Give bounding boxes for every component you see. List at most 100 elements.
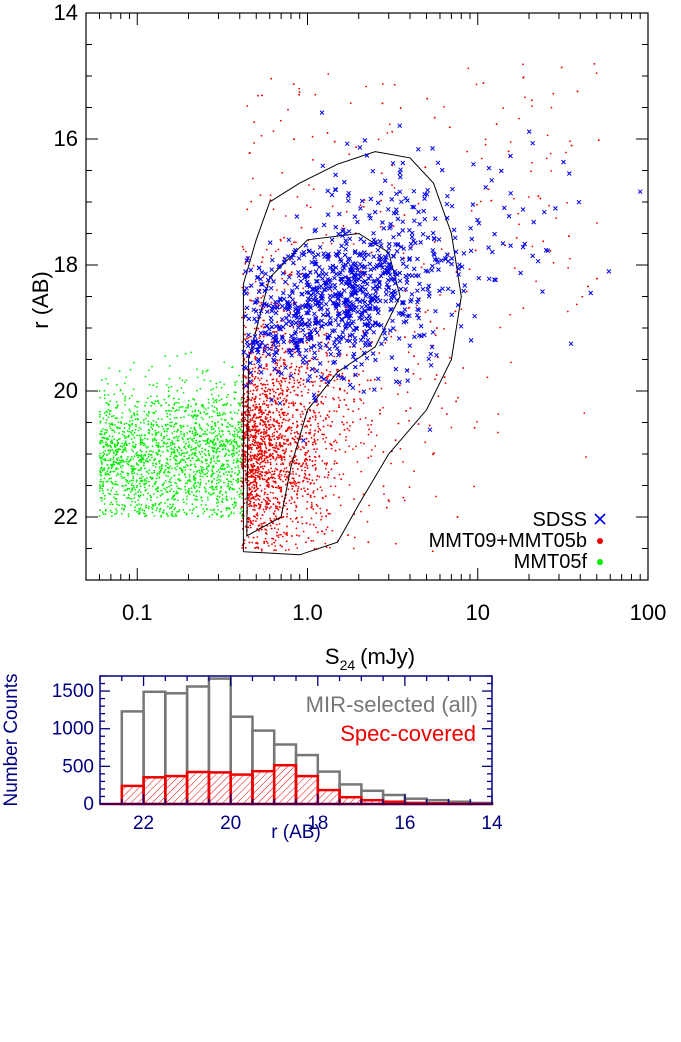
point-mmt05f xyxy=(175,490,178,493)
point-mmt05f xyxy=(195,439,198,442)
point-mmt05f xyxy=(166,415,169,418)
point-mmt09-mmt05b xyxy=(261,413,263,416)
point-mmt09-mmt05b xyxy=(281,377,284,380)
point-mmt05f xyxy=(111,503,114,506)
point-mmt09-mmt05b xyxy=(304,454,307,456)
point-mmt09-mmt05b xyxy=(273,425,276,428)
point-mmt05f xyxy=(129,459,132,462)
point-mmt09-mmt05b xyxy=(240,520,243,522)
point-mmt05f xyxy=(121,433,124,436)
point-mmt09-mmt05b xyxy=(382,485,385,488)
point-mmt09-mmt05b xyxy=(261,261,263,263)
point-mmt09-mmt05b xyxy=(260,471,262,473)
point-sdss xyxy=(526,129,532,134)
point-mmt05f xyxy=(102,480,105,483)
point-mmt09-mmt05b xyxy=(324,382,327,384)
point-mmt09-mmt05b xyxy=(319,512,322,515)
point-mmt09-mmt05b xyxy=(328,416,330,418)
point-mmt05f xyxy=(132,441,134,444)
point-mmt05f xyxy=(139,494,142,496)
point-mmt05f xyxy=(216,470,219,473)
point-mmt05f xyxy=(171,497,173,500)
point-mmt09-mmt05b xyxy=(254,439,256,442)
point-mmt05f xyxy=(214,425,217,427)
point-mmt05f xyxy=(229,411,232,413)
point-mmt05f xyxy=(166,446,168,448)
point-mmt05f xyxy=(176,389,179,392)
point-mmt05f xyxy=(238,487,241,490)
point-mmt05f xyxy=(112,451,115,453)
point-mmt09-mmt05b xyxy=(412,373,415,375)
point-mmt05f xyxy=(181,405,184,408)
point-mmt05f xyxy=(219,435,222,437)
point-mmt09-mmt05b xyxy=(404,336,406,339)
point-mmt05f xyxy=(211,470,214,473)
point-mmt05f xyxy=(135,486,138,489)
point-mmt09-mmt05b xyxy=(283,531,285,534)
point-mmt09-mmt05b xyxy=(265,472,268,475)
point-mmt05f xyxy=(133,486,135,489)
point-mmt09-mmt05b xyxy=(288,402,290,405)
point-sdss xyxy=(336,211,342,217)
point-mmt09-mmt05b xyxy=(326,352,328,355)
point-mmt09-mmt05b xyxy=(306,364,309,366)
point-mmt09-mmt05b xyxy=(290,366,293,368)
point-mmt09-mmt05b xyxy=(247,526,250,529)
point-mmt09-mmt05b xyxy=(443,106,445,108)
point-mmt05f xyxy=(160,434,163,437)
point-mmt09-mmt05b xyxy=(296,431,298,433)
point-mmt09-mmt05b xyxy=(260,548,263,550)
point-mmt05f xyxy=(156,487,158,490)
point-mmt09-mmt05b xyxy=(308,184,310,187)
point-mmt05f xyxy=(114,513,116,515)
point-mmt05f xyxy=(124,478,127,481)
point-mmt05f xyxy=(131,423,134,426)
point-mmt05f xyxy=(235,451,238,454)
point-mmt05f xyxy=(215,462,217,465)
point-mmt09-mmt05b xyxy=(264,537,267,540)
point-mmt09-mmt05b xyxy=(326,509,328,511)
point-mmt05f xyxy=(108,367,111,369)
point-sdss xyxy=(367,342,373,348)
point-mmt05f xyxy=(120,507,123,510)
point-mmt05f xyxy=(167,386,170,389)
point-mmt09-mmt05b xyxy=(245,424,248,426)
point-mmt05f xyxy=(205,460,207,462)
point-mmt05f xyxy=(210,481,213,484)
point-mmt05f xyxy=(205,467,208,470)
point-mmt09-mmt05b xyxy=(272,457,275,460)
point-mmt09-mmt05b xyxy=(330,447,333,450)
point-mmt05f xyxy=(109,449,112,451)
point-mmt09-mmt05b xyxy=(284,350,287,353)
point-mmt09-mmt05b xyxy=(251,494,254,496)
point-mmt09-mmt05b xyxy=(241,412,243,414)
point-mmt05f xyxy=(177,409,180,412)
point-mmt05f xyxy=(109,410,111,413)
point-mmt05f xyxy=(159,468,162,471)
point-mmt09-mmt05b xyxy=(298,535,301,537)
point-mmt05f xyxy=(225,495,228,498)
point-mmt05f xyxy=(191,432,194,435)
point-mmt05f xyxy=(143,486,146,489)
point-mmt09-mmt05b xyxy=(278,422,280,425)
point-mmt05f xyxy=(132,445,135,447)
point-mmt05f xyxy=(130,433,133,435)
point-mmt09-mmt05b xyxy=(245,525,247,528)
point-mmt09-mmt05b xyxy=(281,421,284,424)
point-mmt09-mmt05b xyxy=(264,367,266,370)
point-mmt09-mmt05b xyxy=(281,434,284,437)
point-mmt09-mmt05b xyxy=(248,152,251,155)
point-mmt09-mmt05b xyxy=(265,365,268,367)
point-mmt09-mmt05b xyxy=(283,397,286,400)
point-mmt05f xyxy=(167,471,169,474)
point-mmt05f xyxy=(164,464,167,467)
point-mmt09-mmt05b xyxy=(587,285,589,288)
point-mmt09-mmt05b xyxy=(285,502,288,505)
point-mmt05f xyxy=(124,395,127,398)
point-mmt09-mmt05b xyxy=(341,372,344,375)
point-mmt09-mmt05b xyxy=(305,522,308,524)
point-mmt05f xyxy=(152,438,154,440)
point-mmt05f xyxy=(206,475,209,478)
point-mmt09-mmt05b xyxy=(365,85,367,88)
point-mmt05f xyxy=(228,440,231,443)
